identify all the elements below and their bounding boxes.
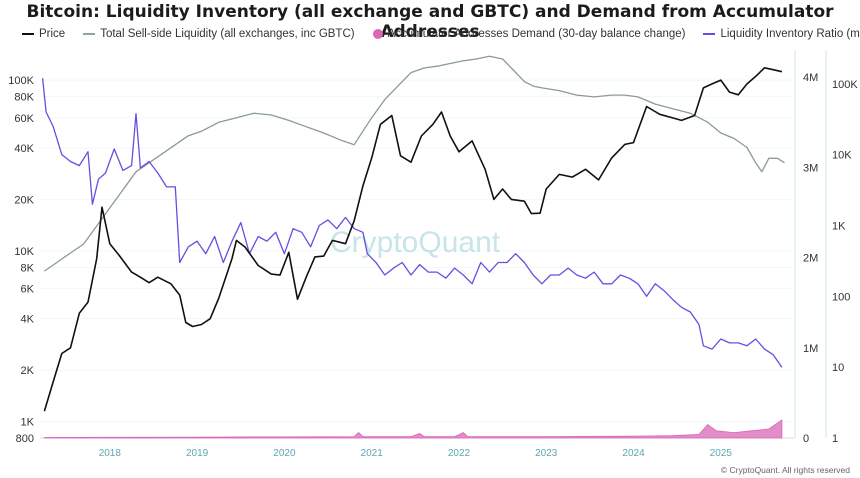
- legend-item-demand[interactable]: Accumulator Addresses Demand (30-day bal…: [372, 28, 686, 40]
- liquidity-tick-label: 0: [803, 433, 809, 445]
- series-price-line: [43, 67, 783, 412]
- ratio-tick-label: 1: [832, 433, 838, 445]
- x-tick-label: 2024: [622, 448, 645, 459]
- price-tick-label: 2K: [21, 365, 35, 377]
- liquidity-tick-label: 2M: [803, 253, 818, 265]
- liquidity-axis: 4M 3M 2M 1M 0: [803, 72, 818, 445]
- price-axis: 100K 80K 60K 40K 20K 10K 8K 6K 4K 2K 1K 800: [8, 75, 34, 445]
- legend-swatch-price: [22, 33, 34, 35]
- price-tick-label: 40K: [14, 143, 34, 155]
- copyright-footer: © CryptoQuant. All rights reserved: [720, 465, 850, 475]
- series-demand-area: [43, 419, 783, 439]
- price-tick-label: 100K: [8, 75, 34, 87]
- x-tick-label: 2021: [361, 448, 384, 459]
- watermark-text: CryptoQuant: [330, 226, 501, 259]
- price-tick-label: 8K: [21, 262, 35, 274]
- series-layer: [41, 55, 785, 439]
- ratio-tick-label: 100K: [832, 79, 858, 91]
- chart-legend: Price Total Sell-side Liquidity (all exc…: [22, 28, 860, 40]
- legend-swatch-ratio: [703, 33, 716, 35]
- series-liquidity-line: [44, 55, 785, 272]
- ratio-tick-label: 10K: [832, 150, 852, 162]
- time-axis: 2018 2019 2020 2021 2022 2023 2024 2025: [99, 448, 733, 459]
- series-ratio-line: [41, 78, 783, 368]
- price-tick-label: 4K: [21, 314, 35, 326]
- ratio-tick-label: 1K: [832, 220, 846, 232]
- ratio-tick-label: 100: [832, 291, 850, 303]
- x-tick-label: 2018: [99, 448, 122, 459]
- chart-title: Bitcoin: Liquidity Inventory (all exchan…: [26, 2, 834, 42]
- x-tick-label: 2020: [273, 448, 296, 459]
- legend-label-ratio: Liquidity Inventory Ratio (months): [720, 28, 860, 40]
- price-tick-label: 10K: [14, 246, 34, 258]
- legend-swatch-demand: [372, 29, 383, 39]
- price-tick-label: 60K: [14, 113, 34, 125]
- ratio-axis: 100K 10K 1K 100 10 1: [832, 79, 858, 445]
- price-tick-label: 20K: [14, 194, 34, 206]
- legend-label-liquidity: Total Sell-side Liquidity (all exchanges…: [100, 28, 355, 40]
- legend-label-price: Price: [39, 28, 66, 40]
- liquidity-tick-label: 3M: [803, 162, 818, 174]
- x-tick-label: 2023: [535, 448, 558, 459]
- price-tick-label: 80K: [14, 92, 34, 104]
- x-tick-label: 2019: [186, 448, 209, 459]
- legend-item-liquidity[interactable]: Total Sell-side Liquidity (all exchanges…: [83, 28, 355, 40]
- legend-label-demand: Accumulator Addresses Demand (30-day bal…: [387, 28, 686, 40]
- price-tick-label: 6K: [21, 284, 35, 296]
- ratio-tick-label: 10: [832, 362, 844, 374]
- price-tick-label: 1K: [21, 416, 35, 428]
- legend-item-ratio[interactable]: Liquidity Inventory Ratio (months): [703, 28, 860, 40]
- liquidity-tick-label: 4M: [803, 72, 818, 84]
- liquidity-tick-label: 1M: [803, 343, 818, 355]
- x-tick-label: 2022: [448, 448, 471, 459]
- legend-swatch-liquidity: [83, 33, 96, 35]
- legend-item-price[interactable]: Price: [22, 28, 65, 40]
- x-tick-label: 2025: [710, 448, 733, 459]
- price-tick-label: 800: [16, 433, 34, 445]
